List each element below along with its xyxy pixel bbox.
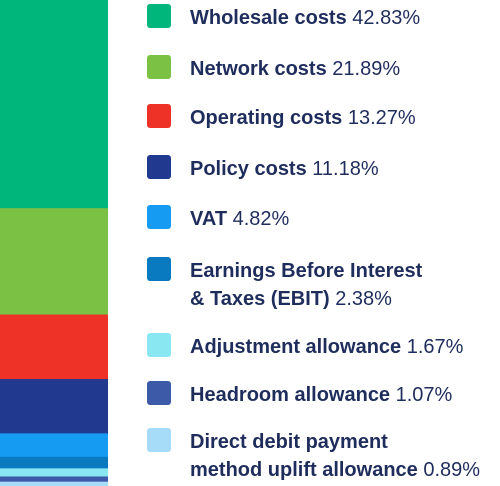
legend-series-value: 13.27%: [347, 107, 416, 129]
legend-series-value: 0.89%: [423, 459, 481, 481]
legend-swatch: [147, 333, 171, 357]
bar-segment-operating-costs: [0, 314, 108, 380]
legend-series-value: 42.83%: [352, 7, 421, 29]
legend-label: Wholesale costs 42.83%: [190, 4, 420, 32]
legend-swatch: [147, 205, 171, 229]
legend-series-name: Headroom allowance: [190, 384, 391, 406]
bar-segment-network-costs: [0, 208, 108, 316]
bar-segment-earnings-before-interest-taxes-ebit: [0, 456, 108, 469]
legend-series-value: 21.89%: [332, 58, 401, 80]
legend-series-value: 1.07%: [395, 384, 453, 406]
bar-segment-direct-debit-payment-method-uplift-allowance: [0, 481, 108, 486]
legend-series-name: VAT: [190, 208, 228, 230]
bar-segment-policy-costs: [0, 379, 108, 434]
legend-series-name-line-1: Earnings Before Interest: [190, 260, 423, 282]
legend-item-network-costs: Network costs 21.89%: [147, 55, 400, 83]
legend-item-policy-costs: Policy costs 11.18%: [147, 155, 379, 183]
legend-swatch: [147, 4, 171, 28]
legend-label: Headroom allowance 1.07%: [190, 381, 452, 409]
bar-segment-wholesale-costs: [0, 0, 108, 209]
legend-swatch: [147, 55, 171, 79]
legend: Wholesale costs 42.83% Network costs 21.…: [147, 0, 500, 486]
legend-item-ebit: Earnings Before Interest & Taxes (EBIT) …: [147, 257, 422, 313]
legend-swatch: [147, 257, 171, 281]
legend-series-name: Policy costs: [190, 158, 307, 180]
legend-series-value: 1.67%: [406, 336, 464, 358]
legend-series-name: Operating costs: [190, 107, 343, 129]
stacked-bar: [0, 0, 108, 486]
bar-segment-vat: [0, 433, 108, 458]
legend-swatch: [147, 428, 171, 452]
legend-series-name-line-2: method uplift allowance: [190, 459, 418, 481]
legend-item-adjustment-allowance: Adjustment allowance 1.67%: [147, 333, 463, 361]
legend-label: Adjustment allowance 1.67%: [190, 333, 463, 361]
legend-series-name-line-2: & Taxes (EBIT): [190, 288, 330, 310]
bar-segment-headroom-allowance: [0, 476, 108, 483]
bar-segment-adjustment-allowance: [0, 468, 108, 477]
legend-series-value: 4.82%: [232, 208, 290, 230]
legend-label: Network costs 21.89%: [190, 55, 400, 83]
legend-swatch: [147, 381, 171, 405]
legend-item-wholesale-costs: Wholesale costs 42.83%: [147, 4, 420, 32]
legend-item-operating-costs: Operating costs 13.27%: [147, 104, 416, 132]
legend-series-value: 2.38%: [335, 288, 392, 310]
legend-item-headroom-allowance: Headroom allowance 1.07%: [147, 381, 452, 409]
legend-item-vat: VAT 4.82%: [147, 205, 289, 233]
legend-label: Earnings Before Interest & Taxes (EBIT) …: [190, 257, 422, 313]
legend-series-name-line-1: Direct debit payment: [190, 431, 388, 453]
legend-item-direct-debit-uplift: Direct debit payment method uplift allow…: [147, 428, 480, 484]
legend-series-name: Adjustment allowance: [190, 336, 402, 358]
legend-label: Direct debit payment method uplift allow…: [190, 428, 480, 484]
legend-series-name: Network costs: [190, 58, 327, 80]
legend-label: Operating costs 13.27%: [190, 104, 416, 132]
legend-series-name: Wholesale costs: [190, 7, 347, 29]
legend-label: VAT 4.82%: [190, 205, 289, 233]
legend-swatch: [147, 155, 171, 179]
legend-swatch: [147, 104, 171, 128]
legend-label: Policy costs 11.18%: [190, 155, 379, 183]
legend-series-value: 11.18%: [312, 158, 379, 180]
